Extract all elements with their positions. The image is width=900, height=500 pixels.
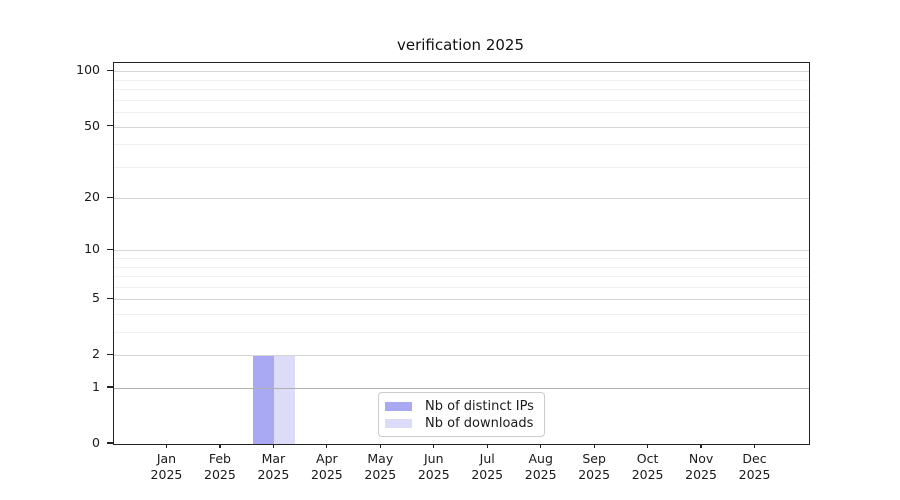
x-tick-label: Feb 2025 xyxy=(204,451,236,482)
y-tick-mark xyxy=(107,124,113,127)
x-tick-label: Jul 2025 xyxy=(471,451,504,482)
y-tick-label: 100 xyxy=(76,62,100,78)
gridline-minor xyxy=(114,79,809,81)
gridline-minor xyxy=(114,266,809,268)
x-tick-mark xyxy=(486,444,488,449)
gridline-minor xyxy=(114,276,809,278)
gridline-major xyxy=(114,250,809,252)
y-tick-label: 5 xyxy=(92,290,100,306)
legend: Nb of distinct IPs Nb of downloads xyxy=(378,392,545,437)
gridline-minor xyxy=(114,258,809,260)
x-tick-mark xyxy=(753,444,756,449)
legend-label-downloads: Nb of downloads xyxy=(425,416,534,431)
y-tick-mark xyxy=(107,196,113,198)
x-tick-label: Sep 2025 xyxy=(578,451,611,482)
x-tick-label: Nov 2025 xyxy=(685,451,717,482)
x-tick-label: Apr 2025 xyxy=(310,451,343,482)
y-tick-mark xyxy=(107,442,113,444)
y-tick-mark xyxy=(107,69,113,71)
x-tick-label: Jan 2025 xyxy=(150,451,183,482)
y-tick-label: 0 xyxy=(92,435,100,450)
x-tick-mark xyxy=(700,444,702,449)
gridline-major xyxy=(114,71,809,73)
x-tick-label: Jun 2025 xyxy=(417,451,450,482)
y-tick-label: 2 xyxy=(92,346,100,362)
gridline-major xyxy=(114,388,809,390)
gridline-major xyxy=(114,299,809,301)
x-tick-label: Dec 2025 xyxy=(738,451,771,482)
gridline-minor xyxy=(114,144,809,146)
x-tick-mark xyxy=(379,444,381,449)
gridline-minor xyxy=(114,332,809,334)
x-tick-label: Oct 2025 xyxy=(631,451,664,482)
y-tick-label: 1 xyxy=(92,379,100,395)
gridline-minor xyxy=(114,166,809,168)
legend-label-distinct-ips: Nb of distinct IPs xyxy=(425,399,534,414)
x-tick-mark xyxy=(593,444,595,449)
y-tick-label: 50 xyxy=(84,117,100,133)
y-tick-mark xyxy=(107,353,113,355)
legend-item-downloads: Nb of downloads xyxy=(385,416,536,431)
gridline-minor xyxy=(114,286,809,288)
gridline-minor xyxy=(114,99,809,101)
y-tick-label: 20 xyxy=(84,189,100,205)
legend-item-distinct-ips: Nb of distinct IPs xyxy=(385,399,536,414)
gridline-major xyxy=(114,126,809,128)
x-tick-mark xyxy=(165,444,168,449)
gridline-minor xyxy=(114,314,809,316)
x-tick-mark xyxy=(433,444,435,449)
x-tick-label: May 2025 xyxy=(364,451,397,482)
x-tick-mark xyxy=(540,444,542,449)
gridline-major xyxy=(114,355,809,357)
x-tick-mark xyxy=(219,444,221,449)
gridline-major xyxy=(114,198,809,200)
y-tick-label: 10 xyxy=(84,241,100,257)
plot-area xyxy=(113,62,810,445)
x-tick-label: Aug 2025 xyxy=(524,451,557,482)
gridline-minor xyxy=(114,89,809,91)
y-tick-mark xyxy=(107,248,113,250)
x-tick-mark xyxy=(647,444,649,449)
bar-nb-of-downloads xyxy=(274,355,296,444)
y-tick-mark xyxy=(107,297,113,299)
x-tick-label: Mar 2025 xyxy=(257,451,290,482)
gridline-minor xyxy=(114,112,809,114)
legend-swatch-downloads xyxy=(385,419,412,428)
x-tick-mark xyxy=(272,444,274,449)
x-tick-mark xyxy=(326,444,328,449)
y-tick-mark xyxy=(107,386,113,388)
bar-nb-of-distinct-ips xyxy=(253,355,275,444)
chart-title: verification 2025 xyxy=(396,36,524,54)
legend-swatch-distinct-ips xyxy=(385,402,412,411)
